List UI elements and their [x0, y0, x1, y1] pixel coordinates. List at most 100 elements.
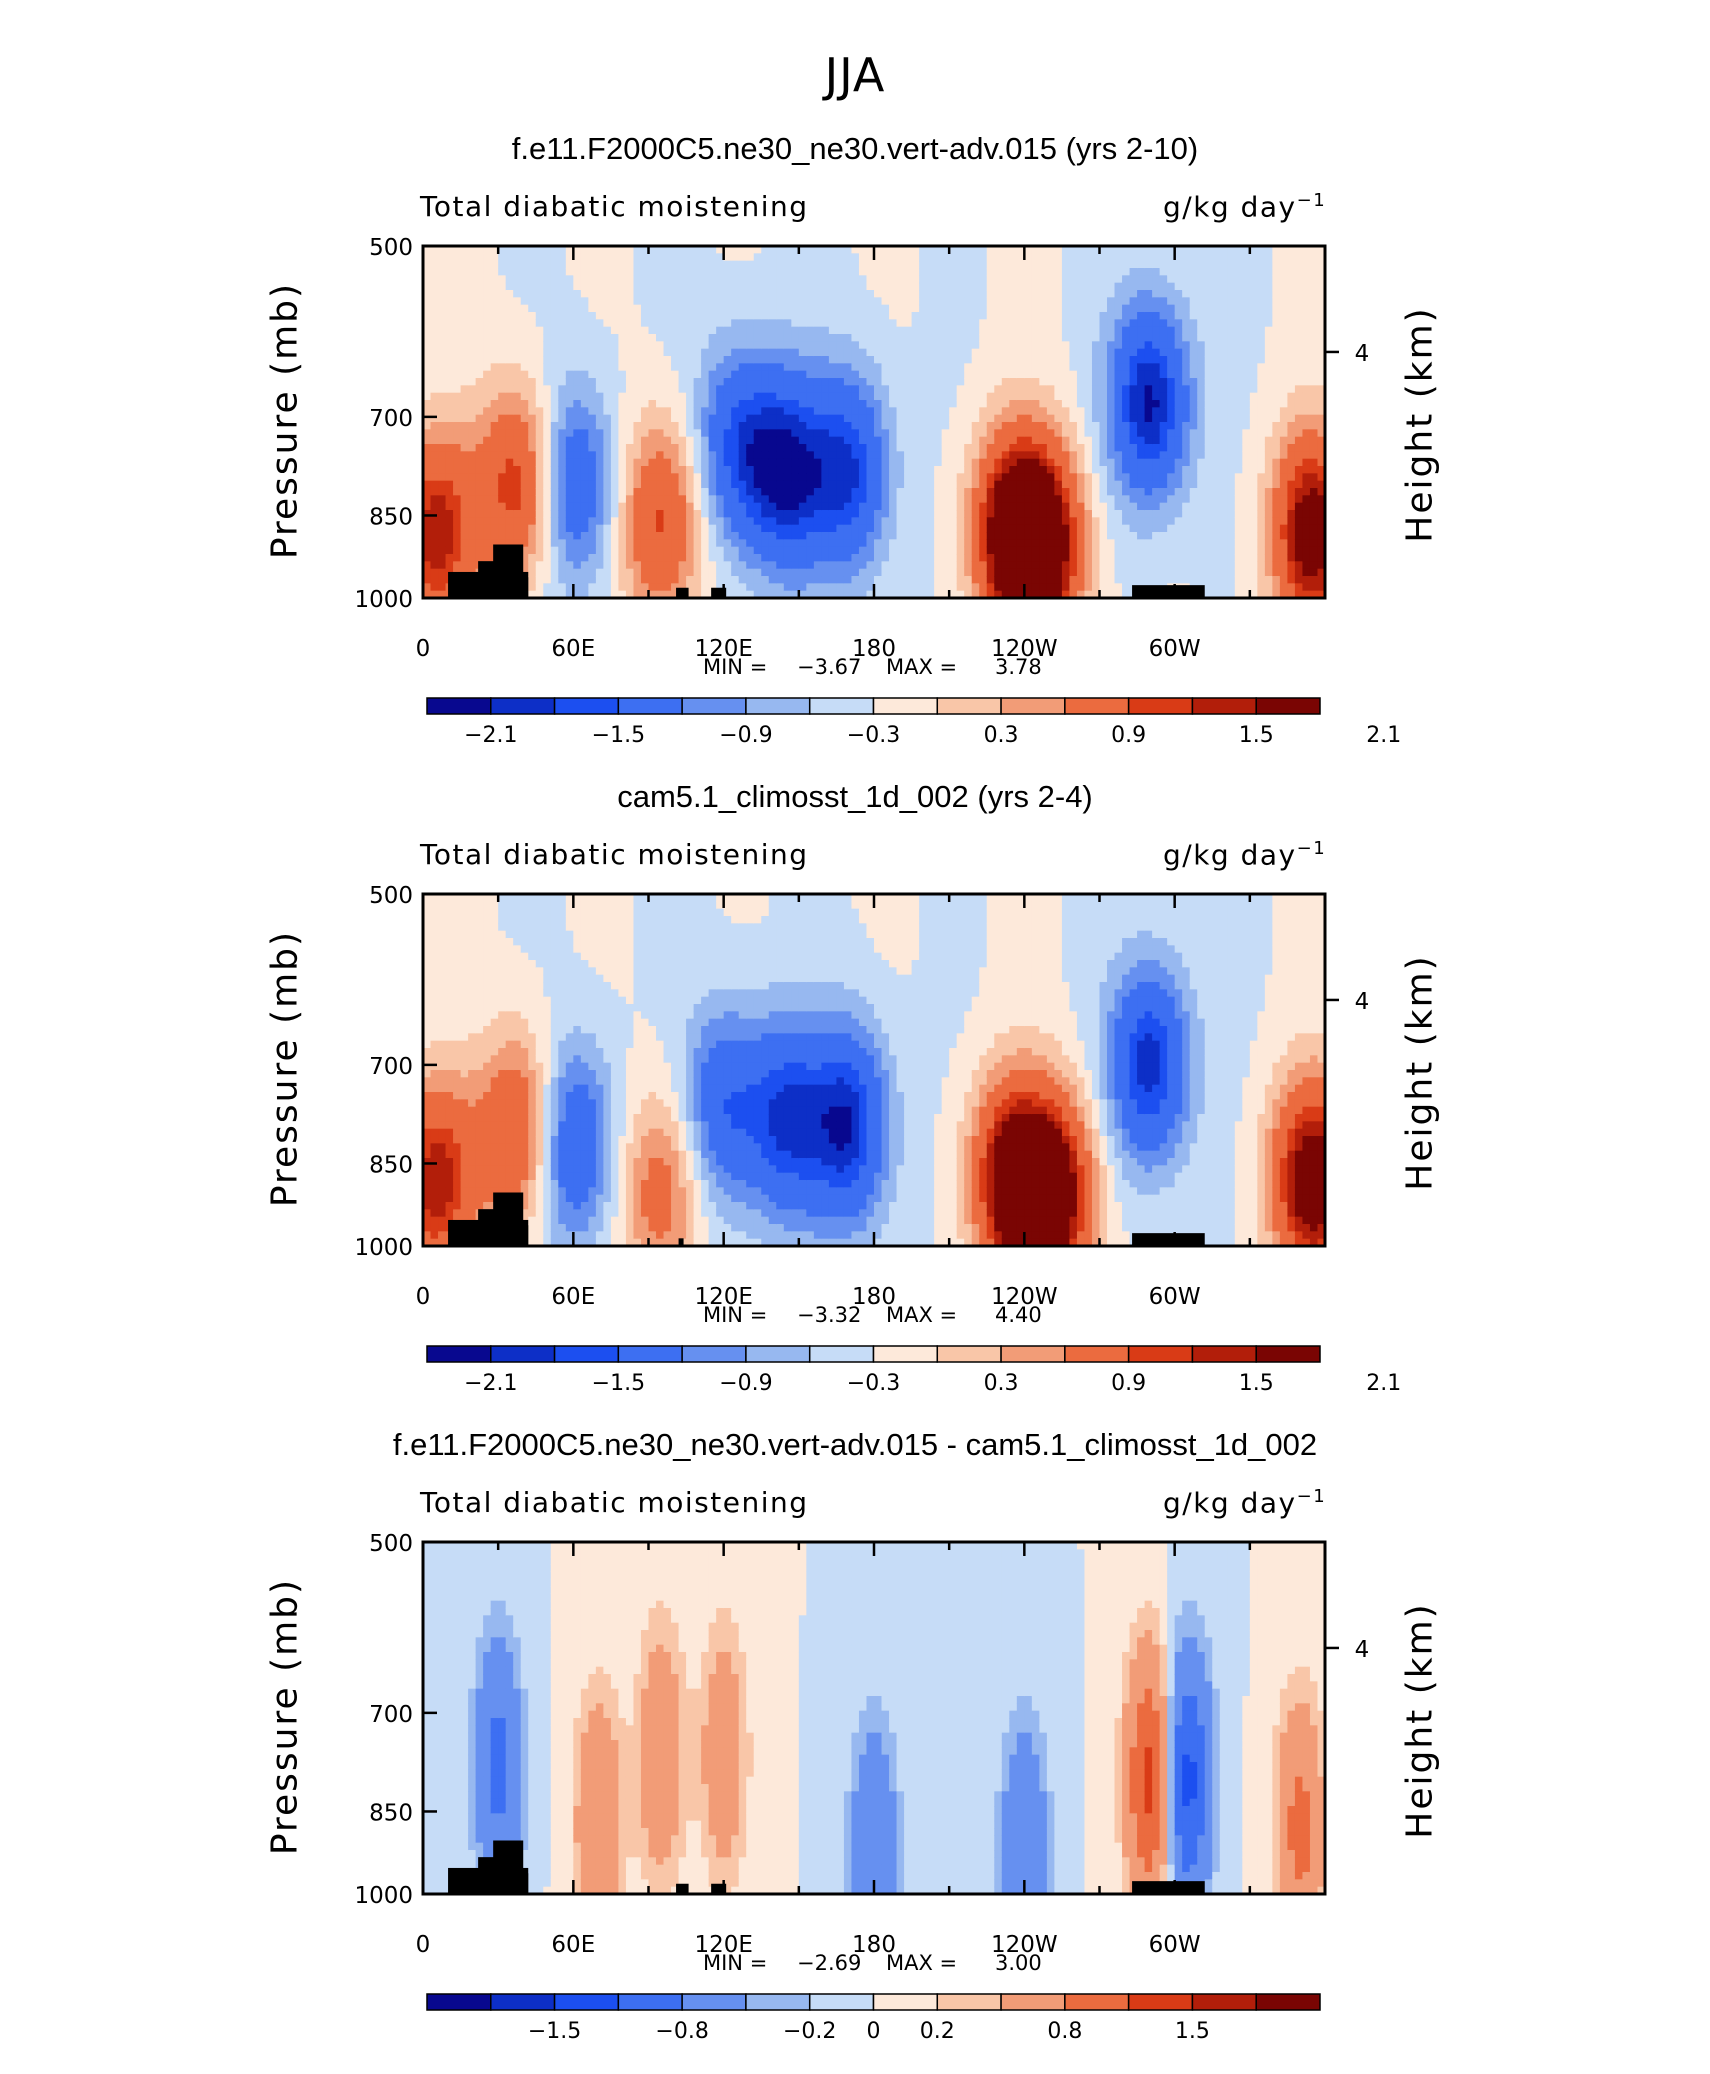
colorbar-swatch [1255, 697, 1321, 715]
colorbar-swatch [553, 1345, 620, 1363]
colorbar [426, 1345, 1321, 1363]
x-tick-label: 60E [551, 1932, 595, 1958]
x-tick-label: 120E [694, 1932, 752, 1958]
terrain-block [678, 1238, 684, 1246]
x-tick-label: 120E [694, 636, 752, 662]
colorbar-swatch [808, 1993, 875, 2011]
colorbar-swatch [553, 1993, 620, 2011]
colorbar-swatch [1000, 1345, 1066, 1363]
field-label: Total diabatic moistening [420, 1486, 809, 1519]
contour-plot: 0 60E 120E 180 120W 60W 500 700 850 1000 4 MIN = −3.… [354, 883, 1401, 1396]
y-tick-label: 500 [369, 883, 413, 909]
x-tick-label: 60E [551, 636, 595, 662]
colorbar-label: 2.1 [1366, 723, 1401, 748]
panel-title: f.e11.F2000C5.ne30_ne30.vert-adv.015 (yr… [511, 131, 1199, 166]
contour-field [423, 1542, 1326, 1895]
y-tick-label: 1000 [354, 1235, 413, 1261]
colorbar-swatch [490, 1993, 556, 2011]
colorbar-swatch [1127, 697, 1194, 715]
min-max-text: MIN = −2.69 MAX = 3.00 [703, 1951, 1042, 1975]
colorbar-swatch [745, 1345, 811, 1363]
colorbar-label: 0.9 [1111, 723, 1146, 748]
colorbar-label: 0.9 [1111, 1371, 1146, 1396]
colorbar-label: −1.5 [528, 2019, 581, 2044]
colorbar-swatch [872, 697, 939, 715]
colorbar-swatch [681, 697, 747, 715]
min-max-part: MAX = [886, 1303, 957, 1327]
colorbar-swatch [1191, 697, 1257, 715]
panel-title: f.e11.F2000C5.ne30_ne30.vert-adv.015 - c… [392, 1427, 1318, 1462]
colorbar-swatch [553, 697, 620, 715]
x-tick-label: 120W [991, 1932, 1058, 1958]
colorbar-swatch [1255, 1345, 1321, 1363]
terrain-block [711, 1883, 727, 1894]
colorbar-label: 0.3 [984, 723, 1019, 748]
colorbar-swatch [681, 1993, 747, 2011]
colorbar-swatch [1064, 697, 1130, 715]
min-max-part: MIN = [703, 1303, 767, 1327]
colorbar-label: −0.3 [847, 723, 900, 748]
colorbar-swatch [1000, 697, 1066, 715]
colorbar-swatch [1127, 1993, 1194, 2011]
colorbar-swatch [1064, 1993, 1130, 2011]
colorbar-swatch [1255, 1993, 1321, 2011]
min-max-part: 3.78 [995, 655, 1042, 679]
min-max-part: MIN = [703, 655, 767, 679]
contour-field [423, 894, 1326, 1247]
colorbar-label: 1.5 [1239, 723, 1274, 748]
colorbar-label: −1.5 [592, 1371, 645, 1396]
min-max-part: −3.67 [797, 655, 861, 679]
y-tick-label: 850 [369, 504, 413, 530]
colorbar-swatch [1191, 1993, 1257, 2011]
x-tick-label: 60W [1149, 1932, 1201, 1958]
min-max-text: MIN = −3.32 MAX = 4.40 [703, 1303, 1042, 1327]
contour-plot: 0 60E 120E 180 120W 60W 500 700 850 1000 4 MIN = −2.… [354, 1531, 1369, 2044]
y-tick-label: 500 [369, 235, 413, 261]
colorbar-label: 0.8 [1047, 2019, 1082, 2044]
colorbar-swatch [745, 1993, 811, 2011]
colorbar-label: −0.3 [847, 1371, 900, 1396]
colorbar-swatch [617, 697, 683, 715]
y-tick-label: 700 [369, 406, 413, 432]
min-max-part: 3.00 [995, 1951, 1042, 1975]
colorbar-label: 0.3 [984, 1371, 1019, 1396]
x-tick-label: 0 [416, 1284, 431, 1310]
x-tick-label: 120W [991, 1284, 1058, 1310]
colorbar-label: −0.9 [719, 1371, 772, 1396]
y-tick-label: 700 [369, 1054, 413, 1080]
colorbar-label: −0.8 [655, 2019, 708, 2044]
colorbar-label: 0.2 [920, 2019, 955, 2044]
min-max-part: MAX = [886, 1951, 957, 1975]
colorbar-swatch [1000, 1993, 1066, 2011]
terrain-block [513, 1873, 529, 1894]
x-tick-label: 180 [852, 636, 896, 662]
units-text: g/kg day [1163, 838, 1297, 872]
height-tick-label: 4 [1355, 989, 1370, 1015]
field-label: Total diabatic moistening [420, 838, 809, 871]
colorbar-swatch [490, 1345, 556, 1363]
colorbar-label: −0.2 [783, 2019, 836, 2044]
terrain-block [1132, 585, 1205, 598]
colorbar-label: 1.5 [1239, 1371, 1274, 1396]
colorbar-swatch [936, 1345, 1002, 1363]
y-tick-label: 500 [369, 1531, 413, 1557]
x-tick-label: 60W [1149, 1284, 1201, 1310]
min-max-part: −3.32 [797, 1303, 861, 1327]
x-tick-label: 180 [852, 1284, 896, 1310]
colorbar-swatch [1127, 1345, 1194, 1363]
colorbar [426, 1993, 1321, 2011]
colorbar-swatch [872, 1345, 939, 1363]
colorbar-swatch [872, 1993, 939, 2011]
units-exponent: −1 [1296, 190, 1327, 211]
colorbar-label: −2.1 [464, 723, 517, 748]
terrain-block [1132, 1881, 1205, 1894]
contour-field [423, 246, 1326, 599]
panel-title: cam5.1_climosst_1d_002 (yrs 2-4) [617, 779, 1093, 814]
terrain-block [513, 1225, 529, 1246]
min-max-part: 4.40 [995, 1303, 1042, 1327]
main-title: JJA [824, 48, 886, 102]
min-max-part: −2.69 [797, 1951, 861, 1975]
terrain-block [676, 1883, 689, 1894]
x-tick-label: 60E [551, 1284, 595, 1310]
x-tick-label: 0 [416, 636, 431, 662]
